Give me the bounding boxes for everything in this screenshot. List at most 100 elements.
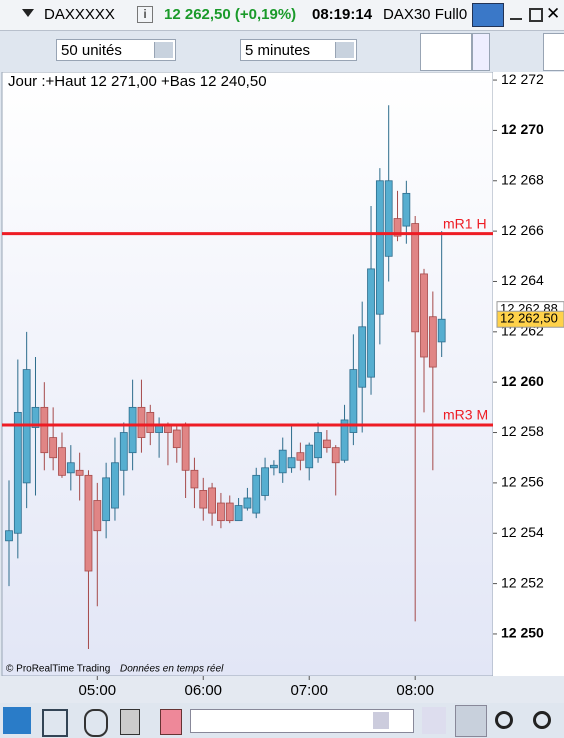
candle-body (225, 502, 234, 522)
y-tick-label: 12 270 (501, 121, 544, 137)
candle-body (49, 437, 58, 459)
instrument-name: DAX30 Full0 (383, 6, 468, 23)
candle-body (305, 444, 314, 469)
candle-body (75, 469, 84, 476)
candle-body (111, 462, 119, 509)
candle-body (393, 218, 402, 237)
info-text: Jour :+Haut 12 271,00 +Bas 12 240,50 (8, 73, 267, 90)
tool-button[interactable] (84, 709, 108, 737)
y-tick-label: 12 272 (501, 72, 544, 87)
candle-body (314, 432, 322, 459)
y-tick-label: 12 256 (501, 474, 544, 490)
y-tick-label: 12 254 (501, 524, 544, 540)
candle-body (269, 464, 278, 469)
candle-body (428, 316, 437, 368)
candle-body (243, 497, 252, 509)
candle-body (322, 439, 331, 449)
candle-body (411, 223, 420, 333)
candle-body (208, 487, 216, 514)
candle-body (367, 268, 375, 378)
scroll-thumb[interactable] (373, 712, 389, 729)
y-tick-label: 12 250 (501, 625, 544, 641)
x-tick-label: 06:00 (184, 682, 222, 699)
x-tick-label: 08:00 (396, 682, 434, 699)
units-select[interactable]: 50 unités (56, 39, 176, 61)
level-label: mR3 M (443, 407, 488, 423)
maximize[interactable] (529, 8, 543, 22)
candle-body (234, 505, 243, 522)
side-button[interactable] (543, 33, 564, 71)
candle-body (252, 474, 261, 514)
candle-body (58, 447, 66, 476)
x-axis-area (0, 676, 564, 703)
plot-area (1, 72, 494, 677)
zoom-out[interactable] (495, 711, 513, 729)
y-tick-label: 12 266 (501, 222, 544, 238)
candle-body (358, 326, 367, 388)
candle-body (375, 180, 384, 315)
y-tick-label: 12 268 (501, 171, 544, 187)
candle-body (340, 419, 349, 461)
candle-body (13, 411, 22, 534)
zoom-in[interactable] (533, 711, 551, 729)
y-tick-label: 12 252 (501, 574, 544, 590)
candle-body (287, 457, 296, 469)
candle-body (217, 502, 225, 522)
candle-body (278, 449, 287, 474)
candle-body (137, 406, 146, 438)
timeframe-text: 5 minutes (245, 42, 311, 59)
candle-body (349, 369, 358, 433)
menu-arrow[interactable] (22, 9, 34, 17)
close[interactable]: ✕ (546, 4, 561, 23)
y-tick-label: 12 264 (501, 272, 544, 288)
price-marker (496, 310, 564, 328)
candle-body (261, 467, 269, 496)
candle-body (190, 469, 199, 489)
candle-body (128, 406, 137, 454)
indicator-button[interactable] (420, 33, 472, 71)
candle-body (402, 192, 411, 227)
bottom-toolbar (0, 703, 564, 738)
timeframe-select[interactable]: 5 minutes (240, 39, 357, 61)
level-label: mR1 H (443, 215, 487, 231)
candle-body (40, 406, 49, 454)
zoom-auto[interactable] (455, 705, 487, 737)
y-axis-area (493, 72, 564, 676)
minimize[interactable] (510, 18, 522, 20)
symbol: DAXXXXX (44, 6, 115, 23)
candle-body (84, 474, 93, 572)
candle-body (146, 411, 155, 433)
keyboard-button[interactable] (472, 3, 504, 27)
candle-body (181, 424, 190, 471)
candle-body (437, 318, 446, 343)
units-text: 50 unités (61, 42, 122, 59)
y-tick-label: 12 260 (501, 373, 544, 389)
bars-button[interactable] (160, 709, 182, 735)
layout-button[interactable] (42, 709, 68, 737)
footer-note: Données en temps réel (120, 664, 224, 675)
candle-body (384, 180, 393, 257)
candle-body (119, 432, 128, 471)
candle-body (296, 452, 305, 461)
clock: 08:19:14 (312, 6, 373, 23)
scrollbar[interactable] (190, 709, 414, 733)
y-tick-label: 12 258 (501, 423, 544, 439)
candle-body (5, 530, 13, 542)
indicator-menu[interactable] (472, 33, 490, 71)
list-button[interactable] (120, 709, 140, 735)
draw-button[interactable] (422, 707, 446, 734)
title-bar: DAXXXXX i 12 262,50 (+0,19%) 08:19:14 DA… (0, 0, 564, 31)
candle-body (199, 490, 208, 509)
x-tick-label: 07:00 (290, 682, 328, 699)
candle-body (31, 406, 40, 428)
price-marker-label: 12 262,50 (500, 311, 558, 326)
candle-body (331, 447, 340, 464)
share-button[interactable] (3, 707, 31, 734)
candle-body (102, 477, 111, 522)
candle-body (93, 500, 102, 532)
info-icon[interactable]: i (137, 6, 153, 23)
candle-body (172, 429, 181, 449)
footer: © ProRealTime Trading (6, 664, 110, 675)
x-tick-label: 05:00 (79, 682, 117, 699)
